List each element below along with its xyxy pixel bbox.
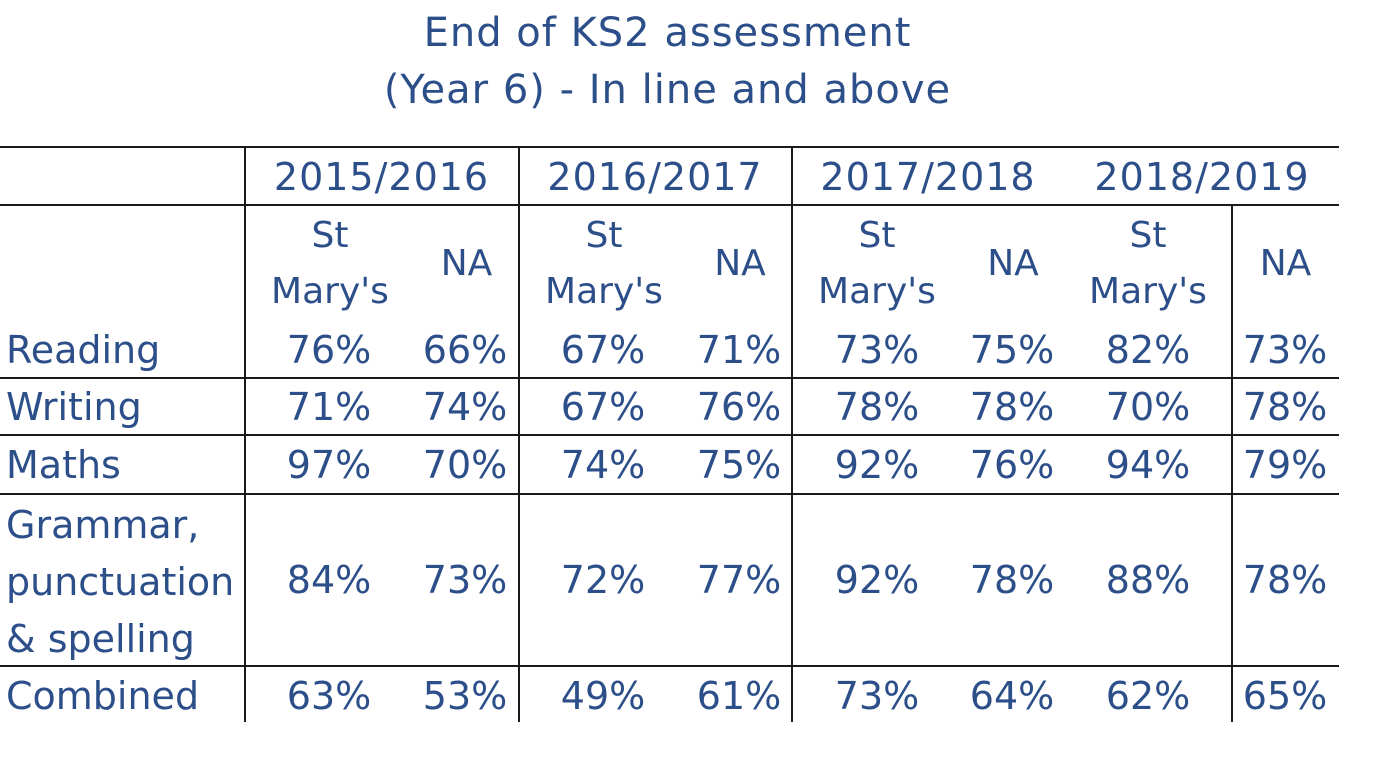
row-label-grammar-line3: & spelling [6, 617, 195, 661]
table-cell: 70% [1105, 385, 1191, 429]
subheader-school-line2: Mary's [271, 271, 389, 312]
table-cell: 70% [422, 443, 508, 487]
table-cell: 78% [834, 385, 920, 429]
rule-col-3 [791, 146, 793, 722]
table-cell: 78% [969, 558, 1055, 602]
table-cell: 84% [286, 558, 372, 602]
row-label-grammar-line1: Grammar, [6, 503, 200, 547]
subheader-school-line2: Mary's [818, 271, 936, 312]
rule-writing [0, 434, 1339, 436]
subheader-school-line2: Mary's [1089, 271, 1207, 312]
table-cell: 73% [422, 558, 508, 602]
subheader-school-line1: St [311, 215, 349, 256]
table-cell: 71% [696, 328, 782, 372]
table-cell: 78% [1242, 558, 1328, 602]
table-cell: 64% [969, 674, 1055, 718]
table-cell: 73% [1242, 328, 1328, 372]
rule-top [0, 146, 1339, 148]
table-cell: 77% [696, 558, 782, 602]
year-header-3: 2017/2018 [820, 155, 1036, 199]
table-cell: 92% [834, 558, 920, 602]
row-label-combined: Combined [6, 674, 200, 718]
rule-col-4 [1231, 204, 1233, 722]
table-cell: 65% [1242, 674, 1328, 718]
year-header-4: 2018/2019 [1094, 155, 1310, 199]
table-cell: 88% [1105, 558, 1191, 602]
table-cell: 74% [560, 443, 646, 487]
subheader-na-1: NA [440, 243, 493, 284]
subheader-school-3: St Mary's [792, 208, 962, 320]
table-cell: 74% [422, 385, 508, 429]
row-label-maths: Maths [6, 443, 121, 487]
subheader-school-2: St Mary's [519, 208, 689, 320]
table-cell: 76% [286, 328, 372, 372]
table-cell: 67% [560, 385, 646, 429]
table-title-line2: (Year 6) - In line and above [383, 67, 952, 113]
subheader-school-line1: St [858, 215, 896, 256]
table-cell: 66% [422, 328, 508, 372]
subheader-na-3: NA [987, 243, 1039, 284]
table-cell: 72% [560, 558, 646, 602]
table-cell: 67% [560, 328, 646, 372]
table-cell: 76% [696, 385, 782, 429]
table-cell: 78% [969, 385, 1055, 429]
table-cell: 94% [1105, 443, 1191, 487]
subheader-na-2: NA [714, 243, 766, 284]
table-cell: 76% [969, 443, 1055, 487]
subheader-school-line2: Mary's [545, 271, 663, 312]
table-cell: 97% [286, 443, 372, 487]
subheader-school-line1: St [1129, 215, 1167, 256]
rule-header [0, 204, 1339, 206]
table-cell: 92% [834, 443, 920, 487]
table-cell: 75% [969, 328, 1055, 372]
table-cell: 49% [560, 674, 646, 718]
table-cell: 62% [1105, 674, 1191, 718]
table-cell: 73% [834, 674, 920, 718]
table-cell: 71% [286, 385, 372, 429]
year-header-1: 2015/2016 [273, 155, 490, 199]
table-cell: 82% [1105, 328, 1191, 372]
table-title-line1: End of KS2 assessment [423, 10, 912, 56]
rule-col-2 [518, 146, 520, 722]
rule-maths [0, 493, 1339, 495]
table-cell: 75% [696, 443, 782, 487]
subheader-school-1: St Mary's [245, 208, 415, 320]
row-label-grammar-line2: punctuation [6, 560, 235, 604]
table-cell: 73% [834, 328, 920, 372]
table-cell: 61% [696, 674, 782, 718]
row-label-grammar: Grammar, punctuation & spelling [6, 497, 234, 668]
year-header-2: 2016/2017 [547, 155, 763, 199]
subheader-na-4: NA [1259, 243, 1312, 284]
table-cell: 78% [1242, 385, 1328, 429]
table-cell: 53% [422, 674, 508, 718]
rule-reading [0, 377, 1339, 379]
rule-col-1 [244, 146, 246, 722]
table-cell: 79% [1242, 443, 1328, 487]
row-label-reading: Reading [6, 328, 161, 372]
rule-grammar [0, 665, 1339, 667]
subheader-school-line1: St [585, 215, 623, 256]
row-label-writing: Writing [6, 385, 142, 429]
subheader-school-4: St Mary's [1065, 208, 1231, 320]
table-cell: 63% [286, 674, 372, 718]
